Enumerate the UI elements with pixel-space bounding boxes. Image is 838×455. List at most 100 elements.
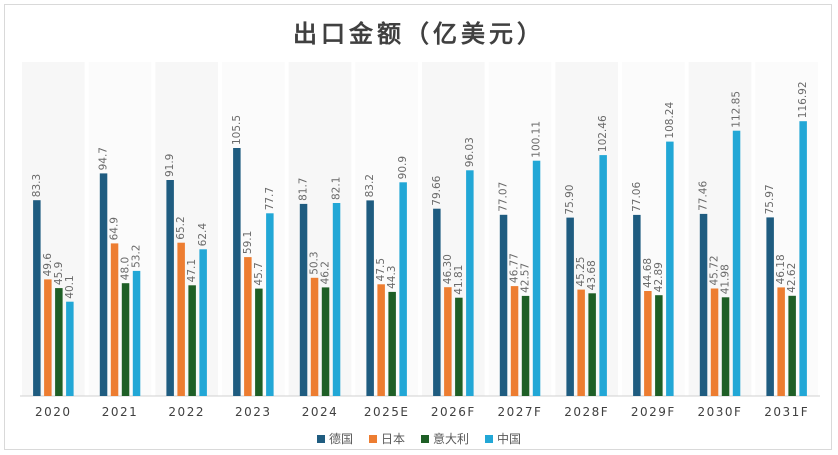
bar-0-9 xyxy=(633,214,641,396)
data-label: 42.57 xyxy=(520,263,532,293)
category-band xyxy=(555,62,618,396)
data-label: 41.98 xyxy=(720,264,732,294)
data-label: 75.97 xyxy=(764,184,776,214)
bar-1-2 xyxy=(177,242,185,396)
bar-1-5 xyxy=(377,284,385,396)
bar-0-6 xyxy=(433,208,441,396)
data-label: 45.7 xyxy=(253,262,265,285)
x-tick-label: 2023 xyxy=(235,405,272,419)
data-label: 94.7 xyxy=(98,147,110,170)
bar-2-5 xyxy=(388,291,396,396)
bar-0-10 xyxy=(699,213,708,396)
bar-1-4 xyxy=(310,277,319,396)
data-label: 46.77 xyxy=(509,253,521,283)
x-tick-label: 2020 xyxy=(35,405,72,419)
bar-2-9 xyxy=(655,295,663,396)
data-label: 59.1 xyxy=(242,231,254,254)
legend-swatch xyxy=(421,434,429,443)
x-tick-label: 2028F xyxy=(564,405,609,419)
bar-2-7 xyxy=(521,295,530,396)
bar-0-2 xyxy=(166,180,174,396)
bar-0-4 xyxy=(299,203,308,396)
category-band xyxy=(288,62,352,396)
bar-1-7 xyxy=(510,286,519,396)
legend-item: 德国 xyxy=(316,430,353,447)
category-band xyxy=(222,62,285,396)
bar-2-11 xyxy=(788,295,796,396)
bar-3-9 xyxy=(666,141,674,396)
data-label: 91.9 xyxy=(164,154,176,177)
bar-2-1 xyxy=(121,283,130,396)
x-tick-label: 2021 xyxy=(102,405,139,419)
category-band xyxy=(355,62,418,396)
data-label: 65.2 xyxy=(175,216,187,239)
bar-1-0 xyxy=(44,279,52,396)
data-label: 42.62 xyxy=(786,263,798,293)
data-label: 81.7 xyxy=(298,178,310,201)
data-label: 77.7 xyxy=(264,187,276,210)
data-label: 49.6 xyxy=(42,253,54,277)
legend-label: 意大利 xyxy=(433,432,470,446)
bar-0-8 xyxy=(566,217,574,396)
chart-title: 出口金额（亿美元） xyxy=(293,20,545,48)
data-label: 83.3 xyxy=(31,174,43,197)
bar-1-11 xyxy=(777,287,785,396)
legend-item: 意大利 xyxy=(421,430,469,447)
data-label: 77.06 xyxy=(631,182,643,212)
data-label: 102.46 xyxy=(597,115,609,152)
bar-3-4 xyxy=(332,203,341,396)
legend-label: 中国 xyxy=(497,432,522,446)
data-label: 77.46 xyxy=(698,181,710,211)
category-band xyxy=(422,62,485,396)
bar-3-6 xyxy=(466,170,474,396)
category-band xyxy=(22,62,85,396)
bar-2-6 xyxy=(455,297,463,396)
chart-legend: 德国 日本 意大利 中国 xyxy=(0,430,838,447)
data-label: 64.9 xyxy=(109,217,121,240)
bar-1-6 xyxy=(444,287,452,396)
bar-0-0 xyxy=(33,200,41,396)
bar-0-5 xyxy=(366,200,374,396)
data-label: 47.1 xyxy=(186,259,198,282)
bar-1-1 xyxy=(110,243,119,396)
data-label: 46.30 xyxy=(442,254,454,284)
data-label: 47.5 xyxy=(375,258,387,281)
x-tick-label: 2022 xyxy=(168,405,205,419)
x-tick-label: 2027F xyxy=(498,405,543,419)
bar-2-4 xyxy=(321,287,330,396)
data-label: 53.2 xyxy=(131,245,143,268)
data-label: 50.3 xyxy=(309,251,321,274)
legend-swatch xyxy=(368,434,377,443)
x-tick-label: 2025E xyxy=(364,405,410,419)
x-tick-label: 2024 xyxy=(302,405,339,419)
bar-1-9 xyxy=(644,291,652,396)
data-label: 62.4 xyxy=(197,223,209,247)
legend-swatch xyxy=(485,434,494,443)
bar-1-8 xyxy=(577,289,585,396)
data-label: 45.25 xyxy=(575,257,587,287)
bar-2-10 xyxy=(721,297,730,396)
bar-0-7 xyxy=(499,214,508,396)
bar-2-8 xyxy=(588,293,596,396)
legend-item: 日本 xyxy=(368,430,405,447)
data-label: 79.66 xyxy=(431,175,443,205)
bar-1-3 xyxy=(244,257,252,396)
data-label: 108.24 xyxy=(664,102,676,139)
bar-3-3 xyxy=(266,213,274,396)
legend-label: 德国 xyxy=(328,432,353,446)
bar-2-2 xyxy=(188,285,196,396)
data-label: 43.68 xyxy=(586,260,598,290)
data-label: 41.81 xyxy=(453,265,465,295)
data-label: 48.0 xyxy=(120,257,132,280)
data-label: 77.07 xyxy=(498,182,510,212)
bar-2-0 xyxy=(55,288,63,396)
data-label: 90.9 xyxy=(397,156,409,179)
bar-3-2 xyxy=(199,249,207,396)
bar-3-11 xyxy=(799,121,807,396)
data-label: 46.2 xyxy=(320,261,332,284)
x-tick-label: 2030F xyxy=(698,405,743,419)
data-label: 44.3 xyxy=(386,266,398,289)
data-label: 82.1 xyxy=(331,177,343,200)
data-label: 44.68 xyxy=(642,258,654,288)
